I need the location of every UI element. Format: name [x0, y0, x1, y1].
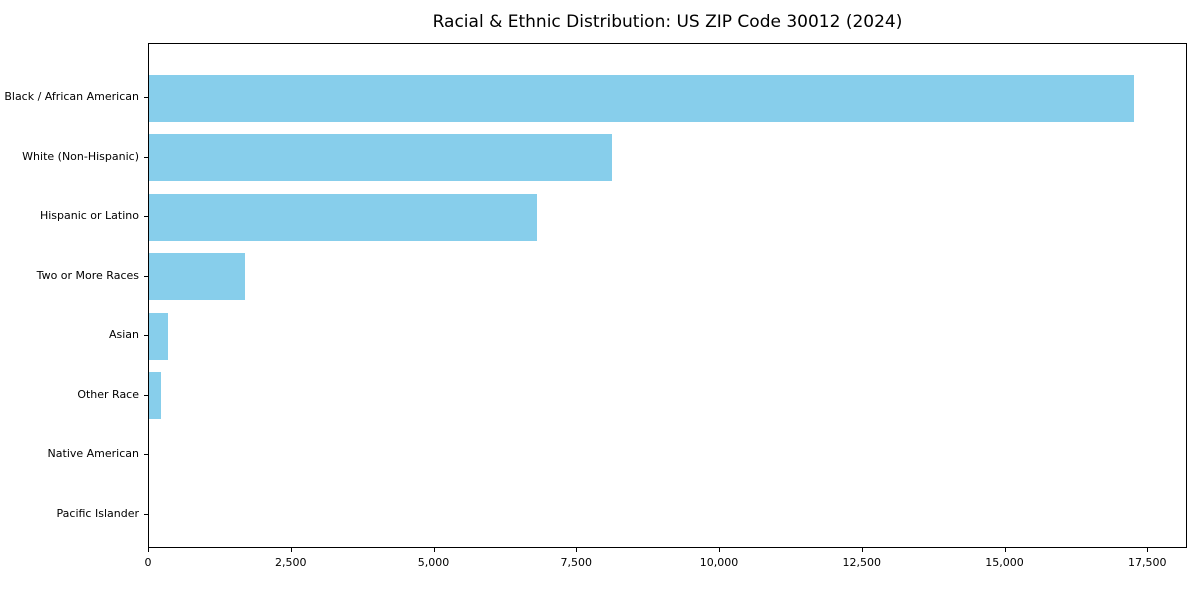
y-tick-mark [144, 156, 148, 158]
y-tick-label: Pacific Islander [56, 506, 139, 520]
x-tick-label: 0 [144, 556, 152, 569]
x-tick-label: 17,500 [1128, 556, 1167, 569]
x-tick-mark [433, 548, 435, 552]
x-tick-mark [1004, 548, 1006, 552]
y-tick-label: Other Race [77, 387, 139, 401]
x-tick-mark [861, 548, 863, 552]
bar-asian [149, 312, 168, 360]
chart-title: Racial & Ethnic Distribution: US ZIP Cod… [432, 12, 903, 32]
x-tick-mark [290, 548, 292, 552]
bar-two-or-more-races [149, 253, 245, 301]
x-tick-label: 15,000 [985, 556, 1024, 569]
x-tick-label: 10,000 [699, 556, 739, 569]
y-tick-mark [144, 513, 148, 515]
bar-white-non-hispanic [149, 134, 612, 182]
x-tick-label: 2,500 [275, 556, 307, 569]
bar-black-african-american [149, 74, 1135, 122]
x-tick-mark [1147, 548, 1149, 552]
y-tick-label: Asian [108, 328, 139, 342]
x-tick-mark [148, 548, 149, 552]
y-tick-mark [144, 216, 148, 218]
y-tick-mark [144, 275, 148, 277]
y-tick-mark [144, 454, 148, 456]
x-tick-label: 12,500 [842, 556, 882, 569]
y-tick-label: White (Non-Hispanic) [22, 149, 139, 163]
x-tick-label: 5,000 [417, 556, 450, 569]
y-tick-label: Hispanic or Latino [39, 209, 139, 223]
x-tick-mark [719, 548, 721, 552]
y-tick-label: Native American [47, 447, 139, 461]
y-tick-mark [144, 335, 148, 337]
y-tick-label: Black / African American [4, 90, 139, 103]
y-tick-mark [144, 394, 148, 396]
x-tick-mark [576, 548, 578, 552]
y-tick-mark [144, 97, 148, 98]
bar-hispanic-or-latino [149, 193, 538, 241]
bar-other-race [149, 372, 161, 420]
plot-area [148, 43, 1187, 548]
x-tick-label: 7,500 [560, 556, 593, 569]
y-tick-label: Two or More Races [36, 268, 139, 282]
